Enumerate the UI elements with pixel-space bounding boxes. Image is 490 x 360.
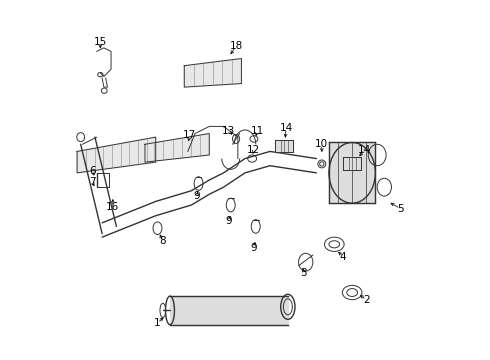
Bar bbox=[170, 296, 288, 325]
Text: 18: 18 bbox=[229, 41, 243, 51]
Text: 14: 14 bbox=[358, 145, 371, 155]
Polygon shape bbox=[184, 59, 242, 87]
Text: 5: 5 bbox=[397, 203, 404, 213]
Text: 6: 6 bbox=[89, 166, 96, 176]
Text: 15: 15 bbox=[94, 37, 107, 48]
Polygon shape bbox=[77, 137, 156, 173]
Text: 11: 11 bbox=[251, 126, 264, 136]
Polygon shape bbox=[145, 134, 209, 162]
Bar bbox=[275, 140, 293, 153]
Text: 12: 12 bbox=[247, 145, 261, 155]
Text: 9: 9 bbox=[225, 216, 232, 226]
Text: 14: 14 bbox=[279, 123, 293, 133]
Bar bbox=[343, 157, 361, 170]
Text: 3: 3 bbox=[301, 268, 307, 278]
Text: 8: 8 bbox=[160, 236, 166, 246]
Text: 13: 13 bbox=[222, 126, 236, 136]
Bar bbox=[329, 143, 375, 203]
Text: 16: 16 bbox=[106, 202, 120, 212]
Text: 1: 1 bbox=[154, 318, 161, 328]
Text: 4: 4 bbox=[340, 252, 346, 262]
Text: 9: 9 bbox=[194, 191, 200, 201]
Text: 10: 10 bbox=[315, 139, 328, 149]
Text: 7: 7 bbox=[89, 177, 96, 187]
Text: 9: 9 bbox=[250, 243, 257, 253]
Text: 2: 2 bbox=[363, 295, 370, 305]
Text: 17: 17 bbox=[183, 130, 196, 140]
